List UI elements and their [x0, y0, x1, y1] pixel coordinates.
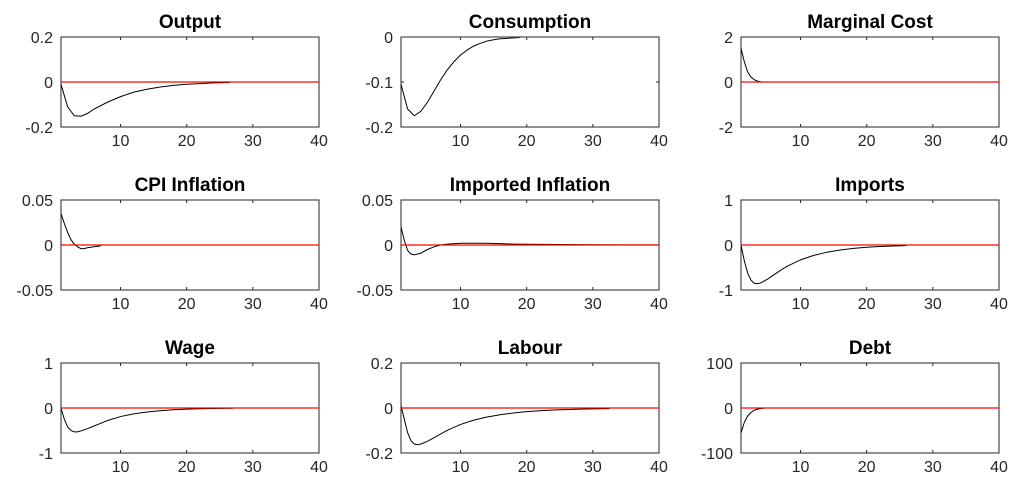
y-tick-label: -1	[719, 283, 733, 300]
x-tick-label: 10	[792, 133, 810, 150]
subplot-wage: Wage -1 0 1 10 20 30 40	[39, 338, 328, 476]
x-tick-label: 30	[244, 296, 262, 313]
impulse-response-line	[401, 37, 521, 117]
x-tick-label: 40	[310, 459, 328, 476]
subplot-title: Imported Inflation	[450, 175, 610, 196]
x-tick-label: 40	[650, 459, 668, 476]
x-tick-label: 30	[924, 133, 942, 150]
x-tick-label: 40	[990, 296, 1008, 313]
x-tick-label: 20	[858, 296, 876, 313]
subplot-title: Debt	[849, 338, 892, 359]
x-tick-label: 20	[518, 133, 536, 150]
y-tick-label: 0	[724, 75, 733, 92]
x-tick-label: 20	[178, 133, 196, 150]
impulse-response-line	[741, 48, 761, 83]
x-tick-label: 40	[990, 459, 1008, 476]
y-tick-label: 0	[44, 401, 53, 418]
x-tick-label: 30	[584, 133, 602, 150]
y-tick-label: -0.2	[25, 120, 53, 137]
x-tick-label: 10	[452, 459, 470, 476]
x-tick-label: 40	[310, 133, 328, 150]
subplot-title: CPI Inflation	[135, 175, 246, 196]
y-tick-label: 0.05	[22, 193, 53, 210]
impulse-response-line	[61, 81, 230, 117]
y-tick-label: 0	[44, 75, 53, 92]
y-tick-label: -1	[39, 446, 53, 463]
x-tick-label: 20	[858, 459, 876, 476]
y-tick-label: -0.05	[357, 283, 394, 300]
y-tick-label: -100	[701, 446, 733, 463]
subplot-imported-inflation: Imported Inflation -0.05 0 0.05 10 20 30 40	[357, 175, 668, 313]
x-tick-label: 30	[584, 296, 602, 313]
subplot-cpi-inflation: CPI Inflation -0.05 0 0.05 10 20 30 40	[17, 175, 328, 313]
x-tick-label: 20	[178, 459, 196, 476]
x-tick-label: 10	[112, 133, 130, 150]
y-tick-label: 0	[384, 30, 393, 47]
x-tick-label: 30	[924, 296, 942, 313]
y-tick-label: 0	[384, 238, 393, 255]
impulse-response-line	[61, 407, 234, 433]
subplot-consumption: Consumption -0.2 -0.1 0 10 20 30 40	[365, 12, 668, 150]
y-tick-label: 100	[706, 356, 733, 373]
y-tick-label: -0.2	[365, 120, 393, 137]
y-tick-label: -0.05	[17, 283, 54, 300]
subplot-title: Labour	[498, 338, 563, 359]
subplot-imports: Imports -1 0 1 10 20 30 40	[719, 175, 1008, 313]
y-tick-label: 0	[724, 401, 733, 418]
x-tick-label: 10	[452, 296, 470, 313]
y-tick-label: -0.1	[365, 75, 393, 92]
subplot-title: Consumption	[469, 12, 591, 33]
x-tick-label: 10	[792, 296, 810, 313]
subplot-debt: Debt -100 0 100 10 20 30 40	[701, 338, 1008, 476]
x-tick-label: 10	[792, 459, 810, 476]
impulse-response-line	[61, 213, 101, 250]
impulse-response-line	[741, 244, 907, 285]
x-tick-label: 30	[244, 133, 262, 150]
x-tick-label: 20	[178, 296, 196, 313]
y-tick-label: 0	[384, 401, 393, 418]
subplot-labour: Labour -0.2 0 0.2 10 20 30 40	[365, 338, 668, 476]
x-tick-label: 10	[112, 296, 130, 313]
subplot-output: Output -0.2 0 0.2 10 20 30 40	[25, 12, 328, 150]
y-tick-label: 2	[724, 30, 733, 47]
x-tick-label: 40	[650, 133, 668, 150]
x-tick-label: 20	[518, 296, 536, 313]
y-tick-label: 1	[44, 356, 53, 373]
subplot-marginal-cost: Marginal Cost -2 0 2 10 20 30 40	[719, 12, 1008, 150]
y-tick-label: 1	[724, 193, 733, 210]
y-tick-label: -0.2	[365, 446, 393, 463]
impulse-response-line	[401, 405, 610, 446]
x-tick-label: 20	[858, 133, 876, 150]
x-tick-label: 10	[452, 133, 470, 150]
x-tick-label: 30	[244, 459, 262, 476]
x-tick-label: 20	[518, 459, 536, 476]
x-tick-label: 30	[584, 459, 602, 476]
x-tick-label: 30	[924, 459, 942, 476]
x-tick-label: 40	[310, 296, 328, 313]
subplot-title: Wage	[165, 338, 215, 359]
y-tick-label: 0.2	[31, 30, 53, 47]
y-tick-label: 0	[44, 238, 53, 255]
x-tick-label: 40	[990, 133, 1008, 150]
axes-box	[400, 36, 660, 128]
x-tick-label: 10	[112, 459, 130, 476]
y-tick-label: 0.05	[362, 193, 393, 210]
subplot-title: Imports	[835, 175, 905, 196]
y-tick-label: 0	[724, 238, 733, 255]
y-tick-label: -2	[719, 120, 733, 137]
y-tick-label: 0.2	[371, 356, 393, 373]
x-tick-label: 40	[650, 296, 668, 313]
subplot-title: Output	[159, 12, 222, 33]
subplot-title: Marginal Cost	[807, 12, 933, 33]
